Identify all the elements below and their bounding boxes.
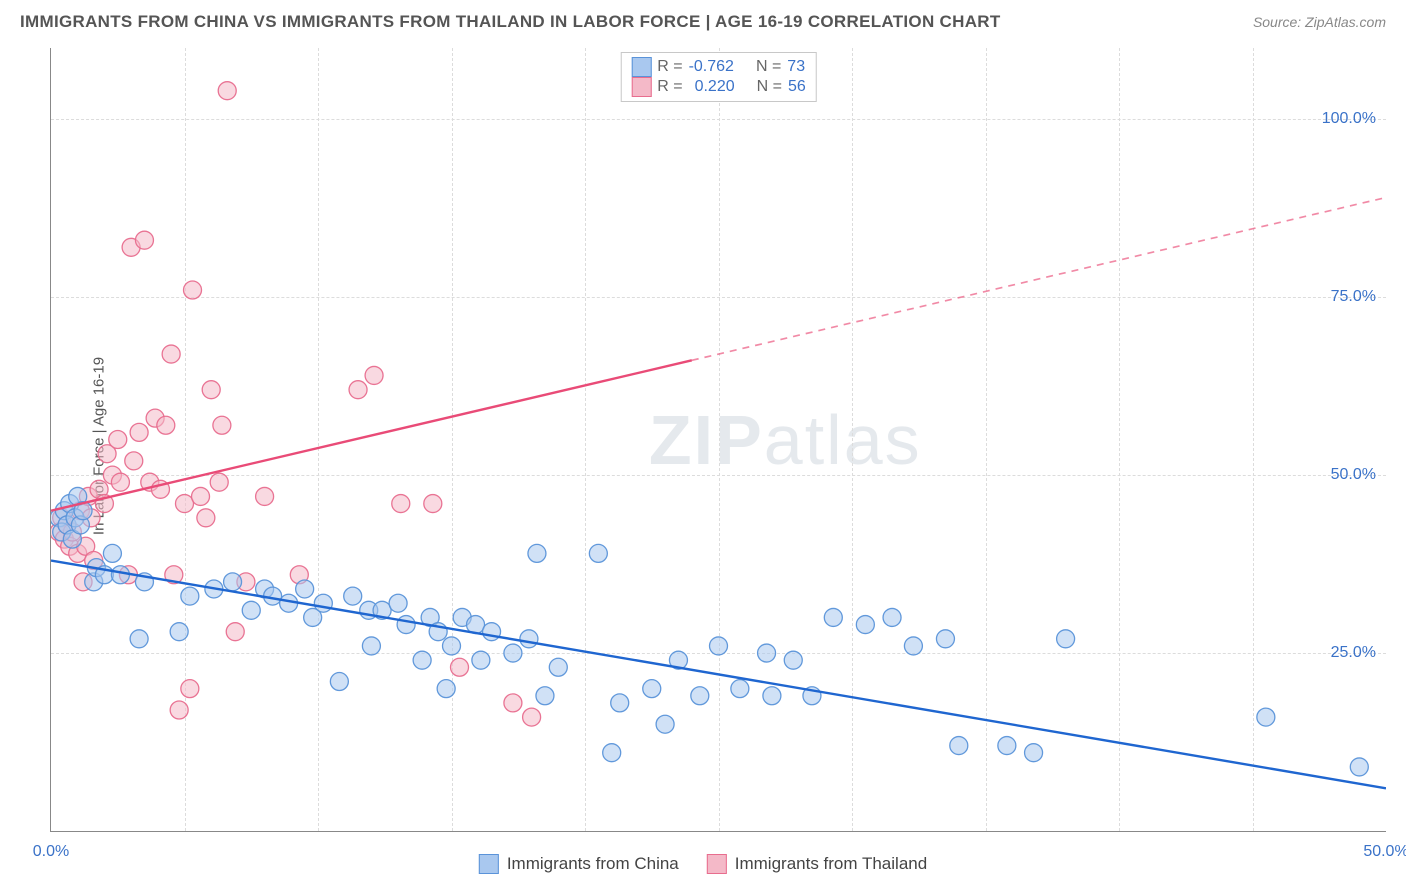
legend-swatch-thailand	[631, 77, 651, 97]
correlation-legend: R = -0.762 N = 73 R = 0.220 N = 56	[620, 52, 817, 102]
r-value-thailand: 0.220	[689, 78, 735, 96]
r-label: R =	[657, 58, 682, 76]
n-value-thailand: 56	[788, 78, 806, 96]
r-value-china: -0.762	[689, 58, 734, 76]
chart-plot-area: ZIPatlas R = -0.762 N = 73 R = 0.220 N =…	[50, 48, 1386, 832]
x-tick-label: 0.0%	[33, 843, 69, 861]
legend-label-thailand: Immigrants from Thailand	[735, 854, 927, 874]
x-tick-label: 50.0%	[1363, 843, 1406, 861]
scatter-svg	[51, 48, 1386, 831]
legend-row: R = -0.762 N = 73	[631, 57, 806, 77]
legend-label-china: Immigrants from China	[507, 854, 679, 874]
legend-swatch-thailand	[707, 854, 727, 874]
legend-row: R = 0.220 N = 56	[631, 77, 806, 97]
n-value-china: 73	[787, 58, 805, 76]
legend-swatch-china	[631, 57, 651, 77]
chart-title: IMMIGRANTS FROM CHINA VS IMMIGRANTS FROM…	[20, 12, 1001, 32]
n-label: N =	[756, 58, 781, 76]
legend-swatch-china	[479, 854, 499, 874]
source-attribution: Source: ZipAtlas.com	[1253, 14, 1386, 30]
series-legend: Immigrants from China Immigrants from Th…	[479, 854, 927, 874]
legend-item-thailand: Immigrants from Thailand	[707, 854, 927, 874]
n-label: N =	[757, 78, 782, 96]
r-label: R =	[657, 78, 682, 96]
legend-item-china: Immigrants from China	[479, 854, 679, 874]
